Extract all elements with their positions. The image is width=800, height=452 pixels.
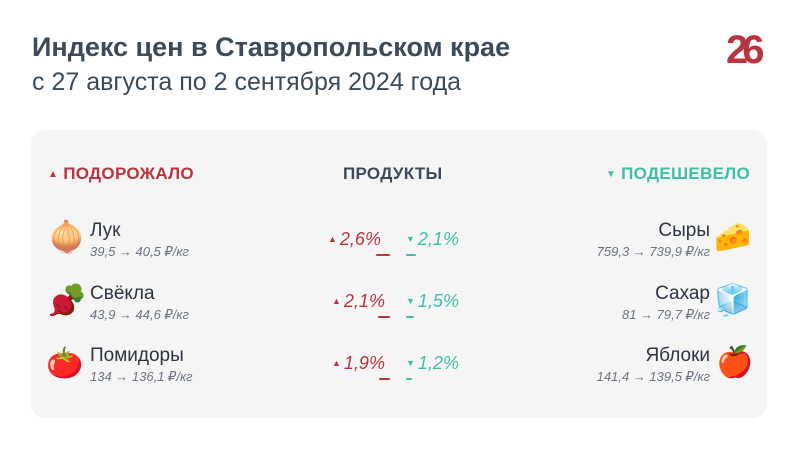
decrease-percent: ▼ 2,1% [406,228,459,250]
logo-26: 26 [726,28,764,72]
beet-icon: 🫜 [48,284,86,317]
decrease-percent-value: 1,2% [417,353,459,373]
triangle-up-icon: ▲ [48,169,59,180]
triangle-down-icon: ▼ [406,358,415,368]
item-price: 759,3 → 739,9 ₽/кг [596,244,710,259]
column-increased-label: ПОДОРОЖАЛО [63,164,194,183]
tomato-icon: 🍅 [46,347,84,380]
list-item-sugar: Сахар 81 → 79,7 ₽/кг [622,283,710,323]
item-name: Лук [90,220,121,241]
column-decreased-header: ▼ ПОДЕШЕВЕЛО [606,164,750,185]
item-price: 81 → 79,7 ₽/кг [621,307,710,322]
item-price: 39,5 → 40,5 ₽/кг [90,244,189,259]
triangle-up-icon: ▲ [332,296,341,306]
cheese-icon: 🧀 [714,221,752,254]
increase-percent: ▲ 1,9% [332,352,385,374]
item-name: Свёкла [90,283,155,304]
apple-icon: 🍎 [716,346,754,379]
triangle-down-icon: ▼ [605,169,617,180]
decrease-percent-value: 2,1% [417,229,459,249]
page-title: Индекс цен в Ставропольском крае [32,32,511,62]
decrease-percent: ▼ 1,5% [406,290,459,312]
item-name: Сахар [655,283,710,304]
price-panel [31,130,767,418]
decrease-bar [406,316,414,318]
column-increased-header: ▲ ПОДОРОЖАЛО [48,164,194,185]
increase-percent-value: 2,6% [339,229,381,249]
list-item-onion: Лук 39,5 → 40,5 ₽/кг [90,220,189,260]
increase-percent: ▲ 2,1% [332,290,385,312]
triangle-up-icon: ▲ [328,234,337,244]
list-item-apple: Яблоки 141,4 → 139,5 ₽/кг [597,345,710,385]
decrease-percent-value: 1,5% [417,291,459,311]
list-item-cheese: Сыры 759,3 → 739,9 ₽/кг [597,220,710,260]
sugar-icon: 🧊 [714,284,752,317]
increase-percent-value: 2,1% [343,291,385,311]
increase-bar [378,316,390,318]
increase-percent: ▲ 2,6% [328,228,381,250]
item-price: 134 → 136,1 ₽/кг [90,369,193,384]
item-price: 43,9 → 44,6 ₽/кг [90,307,189,322]
increase-bar [376,254,390,256]
item-price: 141,4 → 139,5 ₽/кг [596,369,710,384]
column-products-header: ПРОДУКТЫ [343,164,443,183]
list-item-tomato: Помидоры 134 → 136,1 ₽/кг [90,345,193,385]
triangle-up-icon: ▲ [332,358,341,368]
triangle-down-icon: ▼ [406,234,415,244]
triangle-down-icon: ▼ [406,296,415,306]
item-name: Сыры [658,220,710,241]
list-item-beet: Свёкла 43,9 → 44,6 ₽/кг [90,283,189,323]
decrease-bar [406,254,416,256]
item-name: Яблоки [645,345,710,366]
decrease-bar [406,378,412,380]
decrease-percent: ▼ 1,2% [406,352,459,374]
increase-bar [379,378,390,380]
page-subtitle: с 27 августа по 2 сентября 2024 года [32,68,462,96]
item-name: Помидоры [90,345,184,366]
column-decreased-label: ПОДЕШЕВЕЛО [621,164,750,183]
onion-icon: 🧅 [48,221,86,254]
increase-percent-value: 1,9% [343,353,385,373]
